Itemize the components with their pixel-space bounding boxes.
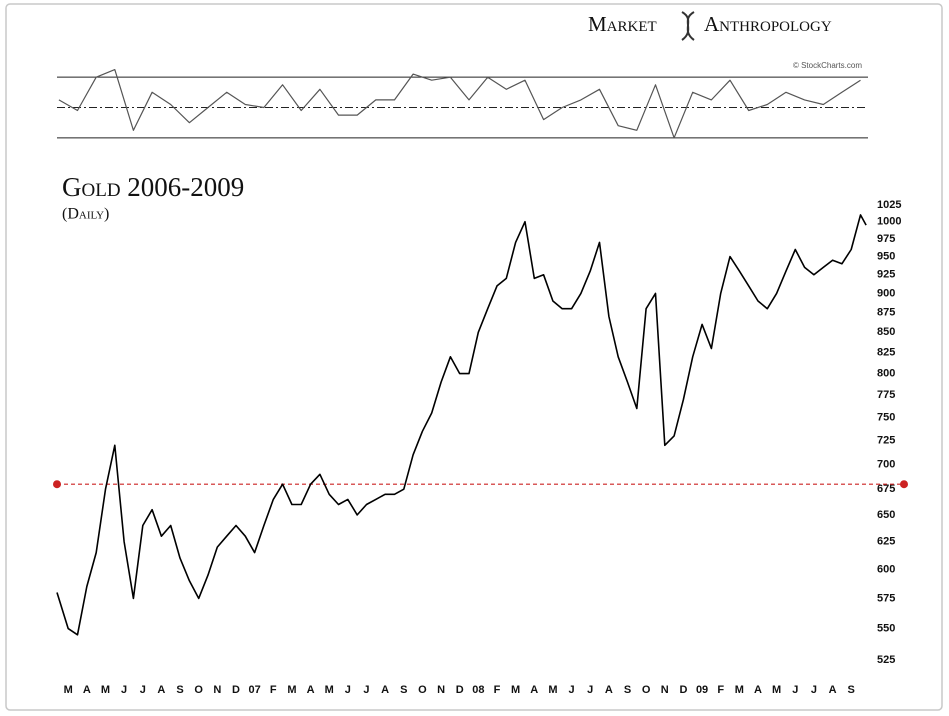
x-tick-label: F: [494, 684, 501, 696]
y-tick-label: 650: [877, 509, 895, 521]
y-tick-label: 525: [877, 654, 895, 666]
y-tick-label: 625: [877, 536, 895, 548]
y-tick-label: 975: [877, 233, 895, 245]
x-tick-label: N: [213, 684, 221, 696]
y-tick-label: 775: [877, 389, 895, 401]
x-tick-label: 08: [472, 684, 484, 696]
price-line: [58, 69, 861, 139]
x-tick-label: S: [848, 684, 855, 696]
dna-icon: [681, 11, 695, 41]
x-tick-label: M: [325, 684, 334, 696]
brand-left: Market: [588, 12, 657, 36]
x-tick-label: O: [194, 684, 203, 696]
x-tick-label: A: [83, 684, 91, 696]
support-dot: [53, 480, 61, 489]
y-tick-label: 550: [877, 623, 895, 635]
x-tick-label: O: [642, 684, 651, 696]
x-tick-label: M: [287, 684, 296, 696]
x-tick-label: O: [418, 684, 427, 696]
credit: © StockCharts.com: [793, 61, 862, 70]
x-tick-label: J: [363, 684, 369, 696]
x-tick-label: M: [735, 684, 744, 696]
brand-right: Anthropology: [704, 12, 832, 36]
x-tick-label: M: [511, 684, 520, 696]
x-tick-label: A: [605, 684, 613, 696]
x-tick-label: F: [717, 684, 724, 696]
x-tick-label: M: [772, 684, 781, 696]
y-tick-label: 800: [877, 367, 895, 379]
chart-title: Gold 2006-2009: [62, 172, 244, 202]
x-tick-label: A: [530, 684, 538, 696]
x-tick-label: M: [548, 684, 557, 696]
x-tick-label: F: [270, 684, 277, 696]
y-tick-label: 575: [877, 592, 895, 604]
x-tick-label: A: [307, 684, 315, 696]
y-tick-label: 950: [877, 251, 895, 263]
y-tick-label: 825: [877, 347, 895, 359]
x-tick-label: 09: [696, 684, 708, 696]
x-tick-label: J: [587, 684, 593, 696]
x-tick-label: J: [121, 684, 127, 696]
y-tick-label: 725: [877, 434, 895, 446]
x-tick-label: S: [624, 684, 631, 696]
support-dot: [900, 480, 908, 489]
x-tick-label: A: [157, 684, 165, 696]
x-tick-label: J: [792, 684, 798, 696]
chart-subtitle: (Daily): [62, 206, 109, 223]
x-tick-label: D: [456, 684, 464, 696]
y-tick-label: 900: [877, 287, 895, 299]
y-tick-label: 850: [877, 326, 895, 338]
x-tick-label: D: [679, 684, 687, 696]
y-tick-label: 1025: [877, 199, 901, 211]
x-tick-label: M: [101, 684, 110, 696]
x-tick-label: A: [829, 684, 837, 696]
frame: [5, 3, 943, 711]
y-tick-label: 925: [877, 269, 895, 281]
y-tick-label: 675: [877, 483, 895, 495]
x-tick-label: N: [437, 684, 445, 696]
x-tick-label: J: [140, 684, 146, 696]
helix-strand: [681, 11, 695, 41]
x-tick-label: 07: [248, 684, 260, 696]
x-tick-label: A: [754, 684, 762, 696]
x-tick-label: N: [661, 684, 669, 696]
price-line: [56, 214, 867, 636]
y-tick-label: 750: [877, 411, 895, 423]
x-tick-label: D: [232, 684, 240, 696]
x-tick-label: A: [381, 684, 389, 696]
x-tick-label: J: [569, 684, 575, 696]
y-tick-label: 1000: [877, 216, 901, 228]
x-tick-label: M: [64, 684, 73, 696]
x-tick-label: J: [345, 684, 351, 696]
y-tick-label: 875: [877, 306, 895, 318]
y-tick-label: 700: [877, 458, 895, 470]
x-tick-label: S: [400, 684, 407, 696]
x-tick-label: J: [811, 684, 817, 696]
x-tick-label: S: [176, 684, 183, 696]
y-tick-label: 600: [877, 563, 895, 575]
